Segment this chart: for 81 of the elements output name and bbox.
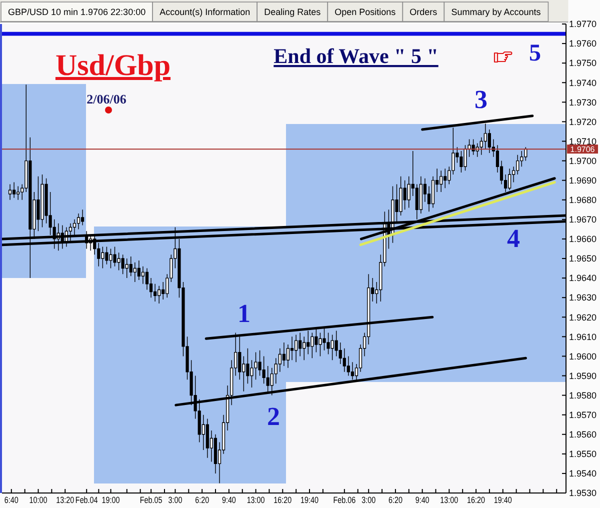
candlestick bbox=[12, 182, 16, 198]
candlestick bbox=[294, 334, 298, 362]
y-tick-label: 1.9720 bbox=[569, 116, 597, 127]
y-tick-label: 1.9740 bbox=[569, 78, 597, 88]
candlestick bbox=[16, 186, 20, 200]
tab: Account(s) Information bbox=[152, 2, 258, 22]
candlestick bbox=[40, 174, 44, 228]
candlestick bbox=[113, 246, 116, 267]
x-tick-label: 19:40 bbox=[494, 495, 512, 506]
y-tick-label: 1.9580 bbox=[569, 390, 597, 400]
y-tick-label: 1.9660 bbox=[569, 234, 597, 244]
y-tick-label: 1.9640 bbox=[569, 273, 597, 284]
candlestick bbox=[109, 248, 112, 269]
x-tick-label: 9:40 bbox=[222, 495, 236, 506]
candlestick bbox=[80, 209, 84, 226]
y-tick-label: 1.9600 bbox=[569, 351, 597, 362]
candlestick bbox=[468, 138, 471, 158]
y-tick-label: 1.9760 bbox=[569, 38, 597, 49]
candlestick bbox=[310, 332, 314, 359]
y-tick-label: 1.9620 bbox=[569, 312, 597, 322]
tab: Dealing Rates bbox=[256, 2, 328, 22]
y-tick-label: 1.9670 bbox=[569, 214, 597, 225]
tab: GBP/USD 10 min 1.9706 22:30:00 bbox=[0, 2, 153, 22]
tab: Orders bbox=[402, 2, 445, 22]
x-tick-label: 13:00 bbox=[440, 495, 459, 506]
x-tick-label: 6:20 bbox=[195, 495, 210, 506]
candlestick bbox=[8, 184, 12, 200]
candlestick bbox=[101, 246, 104, 269]
y-tick-label: 1.9540 bbox=[569, 468, 597, 479]
y-tick-label: 1.9700 bbox=[569, 156, 597, 166]
x-tick-label: 6:40 bbox=[4, 495, 19, 506]
y-tick-label: 1.9730 bbox=[569, 97, 597, 108]
y-tick-label: 1.9550 bbox=[569, 449, 597, 460]
annotation: 4 bbox=[507, 224, 520, 254]
text: Usd/Gbp bbox=[55, 49, 171, 82]
x-tick-label: Feb.04 bbox=[75, 495, 98, 506]
y-tick-label: 1.9590 bbox=[569, 370, 597, 381]
y-tick-label: 1.9570 bbox=[569, 410, 597, 420]
candlestick bbox=[318, 332, 322, 357]
y-tick-label: 1.9530 bbox=[569, 488, 597, 498]
candlestick bbox=[105, 246, 108, 265]
annotation: 3 bbox=[474, 85, 488, 114]
y-tick-label: 1.9630 bbox=[569, 292, 597, 303]
annotation: 2 bbox=[267, 402, 280, 432]
x-tick-label: 16:20 bbox=[274, 495, 292, 506]
candlestick bbox=[158, 286, 161, 304]
x-tick-label: 16:20 bbox=[467, 495, 486, 506]
y-tick-label: 1.9710 bbox=[569, 136, 597, 146]
x-tick-label: 19:40 bbox=[300, 495, 319, 506]
y-tick-label: 1.9750 bbox=[569, 58, 597, 68]
candlestick bbox=[440, 170, 443, 192]
y-tick-label: 1.9650 bbox=[569, 254, 597, 264]
candlestick bbox=[137, 260, 140, 280]
ref-line-label: 1.9706 bbox=[570, 144, 596, 154]
candlestick bbox=[444, 168, 447, 188]
x-tick-label: 3:00 bbox=[362, 495, 376, 506]
x-tick-label: 19:00 bbox=[102, 495, 120, 506]
y-tick-label: 1.9770 bbox=[569, 19, 597, 30]
y-tick-label: 1.9680 bbox=[569, 195, 597, 206]
y-tick-label: 1.9560 bbox=[569, 430, 597, 440]
y-tick-label: 1.9610 bbox=[569, 332, 597, 342]
annotation: 1 bbox=[238, 299, 250, 328]
annotation: 5 bbox=[529, 40, 541, 66]
candlestick bbox=[121, 254, 124, 274]
x-tick-label: Feb.05 bbox=[140, 495, 163, 506]
x-tick-label: 13:20 bbox=[56, 495, 75, 506]
candlestick bbox=[125, 258, 128, 278]
x-tick-label: 6:20 bbox=[388, 495, 403, 506]
candlestick bbox=[206, 418, 209, 458]
x-tick-label: 10:00 bbox=[29, 495, 48, 506]
annotation: 2/06/06 bbox=[86, 92, 127, 107]
x-tick-label: Feb.06 bbox=[333, 495, 356, 506]
candlestick bbox=[464, 144, 467, 171]
x-tick-label: 13:00 bbox=[246, 495, 266, 506]
x-tick-label: 3:00 bbox=[168, 495, 183, 506]
tab: Summary by Accounts bbox=[444, 2, 549, 22]
y-tick-label: 1.9690 bbox=[569, 175, 597, 186]
candlestick bbox=[330, 334, 334, 360]
tab: Open Positions bbox=[327, 2, 404, 22]
x-tick-label: 9:40 bbox=[415, 495, 430, 506]
text: End of Wave " 5 " bbox=[274, 44, 438, 68]
